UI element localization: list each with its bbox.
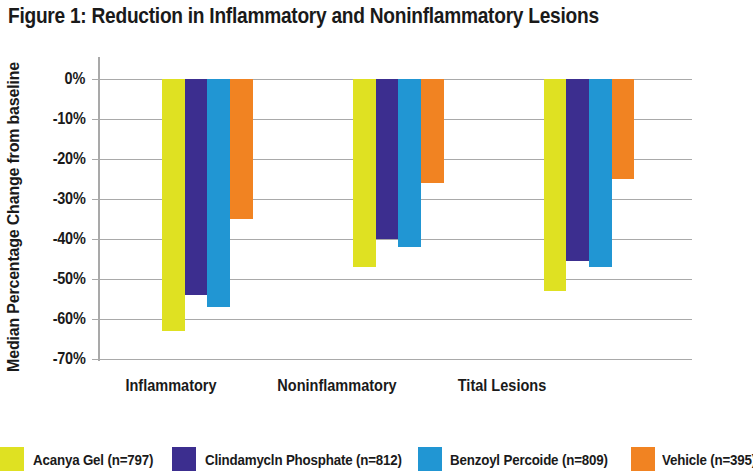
category-label-inflammatory: Inflammatory — [125, 376, 216, 395]
y-tick — [92, 359, 99, 361]
legend-label-vehicle: Vehicle (n=395) — [662, 447, 753, 471]
legend-label-clindamycin: Clindamycln Phosphate (n=812) — [205, 447, 402, 471]
bar-noninflammatory-series-0 — [353, 79, 376, 267]
category-label-noninflammatory: Noninflammatory — [277, 376, 396, 395]
y-tick-label: -20% — [52, 149, 85, 169]
y-tick — [92, 279, 99, 281]
figure-1-chart: Figure 1: Reduction in Inflammatory and … — [0, 0, 753, 471]
legend-label-benzoyl: Benzoyl Percoide (n=809) — [450, 447, 608, 471]
bar-inflammatory-series-1 — [185, 79, 208, 295]
y-tick-label: -70% — [52, 349, 85, 369]
y-axis-line — [98, 57, 100, 361]
y-axis-label: Median Percentage Change from baseline — [5, 62, 23, 372]
y-tick-label: -60% — [52, 309, 85, 329]
bar-noninflammatory-series-1 — [376, 79, 399, 239]
y-tick — [92, 199, 99, 201]
gridline--70% — [98, 359, 692, 361]
bar-inflammatory-series-0 — [162, 79, 185, 331]
bar-tital-lesions-series-2 — [589, 79, 612, 267]
bar-inflammatory-series-2 — [207, 79, 230, 307]
legend-swatch-vehicle — [631, 447, 655, 471]
bar-noninflammatory-series-2 — [398, 79, 421, 247]
legend-swatch-clindamycin — [172, 447, 196, 471]
y-tick-label: -10% — [52, 109, 85, 129]
category-label-tital-lesions: Tital Lesions — [458, 376, 546, 395]
y-tick-label: -40% — [52, 229, 85, 249]
y-tick — [92, 119, 99, 121]
bar-inflammatory-series-3 — [230, 79, 253, 219]
bar-tital-lesions-series-0 — [544, 79, 567, 291]
y-tick — [92, 159, 99, 161]
legend-swatch-benzoyl — [418, 447, 442, 471]
y-tick-label: -30% — [52, 189, 85, 209]
y-tick — [92, 79, 99, 81]
bar-noninflammatory-series-3 — [421, 79, 444, 183]
bar-tital-lesions-series-3 — [612, 79, 635, 179]
y-tick — [92, 319, 99, 321]
figure-title: Figure 1: Reduction in Inflammatory and … — [8, 3, 599, 29]
gridline--60% — [98, 319, 692, 321]
y-tick — [92, 239, 99, 241]
y-tick-label: 0% — [65, 69, 85, 89]
legend-swatch-acanya-gel — [0, 447, 24, 471]
bar-tital-lesions-series-1 — [566, 79, 589, 261]
legend-label-acanya-gel: Acanya Gel (n=797) — [33, 447, 153, 471]
legend: Acanya Gel (n=797) Clindamycln Phosphate… — [0, 447, 753, 471]
y-tick-label: -50% — [52, 269, 85, 289]
